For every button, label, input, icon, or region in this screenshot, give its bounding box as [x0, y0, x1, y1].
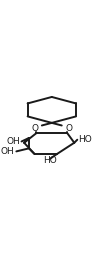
Text: HO: HO [43, 156, 57, 165]
Text: OH: OH [1, 147, 15, 156]
Text: O: O [65, 124, 72, 133]
Text: HO: HO [78, 135, 91, 144]
Text: O: O [31, 124, 38, 133]
Text: OH: OH [6, 137, 20, 146]
